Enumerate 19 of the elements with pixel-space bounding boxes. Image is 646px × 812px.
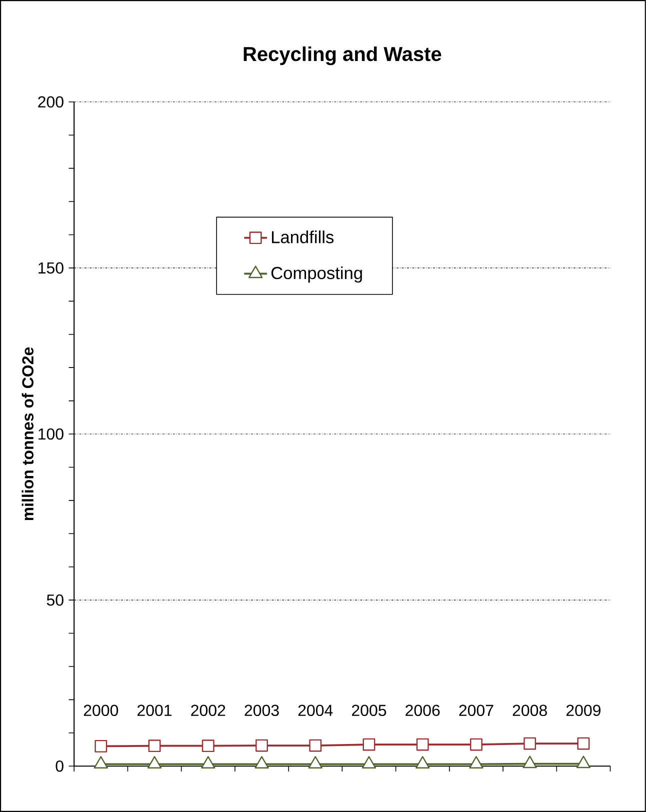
x-tick-label: 2006 (406, 704, 440, 716)
legend-label: Landfills (272, 230, 334, 244)
y-axis-title: million tonnes of CO2e (22, 347, 34, 520)
legend-label: Composting (271, 266, 362, 283)
x-tick-label: 2007 (459, 704, 494, 716)
y-tick-label: 150 (38, 262, 64, 274)
y-tick-label: 100 (38, 428, 64, 440)
x-tick-label: 2003 (244, 704, 279, 716)
x-tick-label: 2000 (84, 704, 118, 716)
x-tick-label: 2002 (191, 704, 226, 716)
x-tick-label: 2008 (512, 704, 547, 716)
y-tick-label: 0 (56, 760, 64, 772)
x-tick-label: 2009 (566, 704, 601, 716)
y-tick-label: 50 (46, 594, 64, 606)
x-tick-label: 2004 (298, 704, 333, 716)
y-tick-label: 200 (38, 96, 64, 108)
x-tick-label: 2001 (138, 704, 172, 716)
x-tick-label: 2005 (352, 704, 386, 716)
chart-title: Recycling and Waste (244, 46, 442, 66)
